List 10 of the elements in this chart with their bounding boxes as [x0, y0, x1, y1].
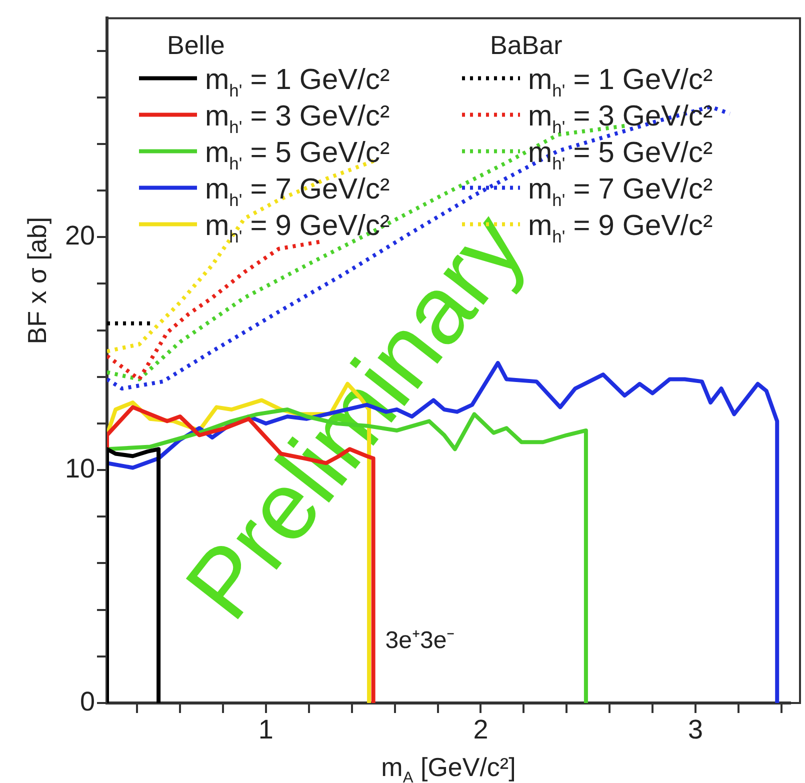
y-tick-label: 10	[64, 454, 95, 484]
y-tick-label: 20	[64, 220, 95, 251]
x-tick-label: 3	[688, 714, 704, 745]
y-axis-title: BF x σ [ab]	[22, 216, 52, 344]
annotation: BaBar	[490, 30, 563, 60]
y-tick-label: 0	[80, 686, 95, 716]
x-tick-label: 2	[473, 714, 488, 745]
x-tick-label: 1	[258, 714, 274, 745]
annotation: Belle	[167, 30, 225, 60]
annotation: 3e⁺3e⁻	[385, 627, 455, 654]
